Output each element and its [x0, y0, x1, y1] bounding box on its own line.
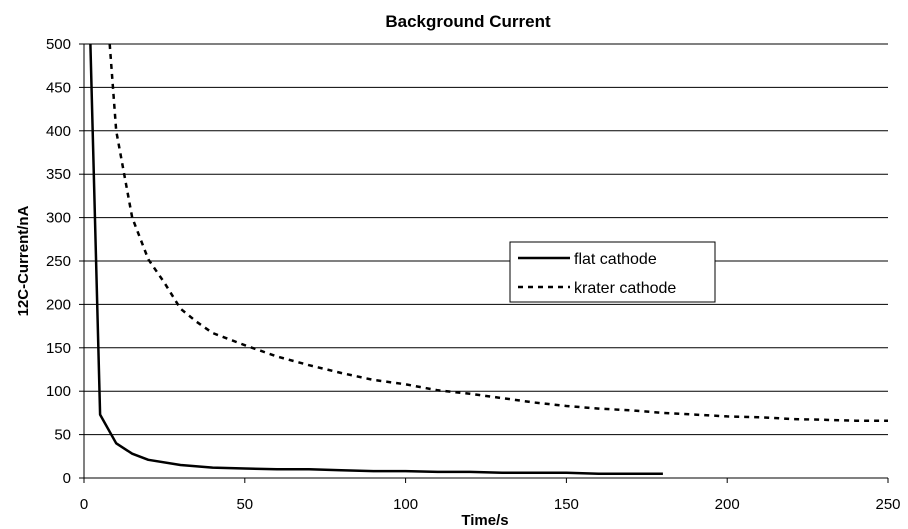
x-tick-label-250: 250: [875, 496, 900, 513]
x-tick-label-100: 100: [393, 496, 418, 513]
x-axis-label: Time/s: [461, 512, 508, 529]
series-line-flat-cathode: [89, 43, 663, 475]
y-tick-label-150: 150: [46, 340, 71, 357]
legend-label-flat-cathode: flat cathode: [574, 251, 657, 268]
y-tick-label-250: 250: [46, 253, 71, 270]
x-tick-label-0: 0: [80, 496, 88, 513]
y-tick-label-100: 100: [46, 383, 71, 400]
y-tick-label-350: 350: [46, 166, 71, 183]
axes: [79, 43, 889, 483]
chart-title: Background Current: [385, 12, 551, 31]
y-tick-label-300: 300: [46, 210, 71, 227]
x-tick-label-150: 150: [554, 496, 579, 513]
series-line-krater-cathode: [108, 43, 888, 422]
legend: flat cathode krater cathode: [509, 241, 716, 303]
grid-lines: [84, 43, 888, 436]
series-lines: [89, 43, 888, 475]
legend-box: [509, 241, 716, 303]
y-tick-labels: 0 50 100 150 200 250 300 350 400 450 500: [46, 36, 71, 487]
y-tick-label-500: 500: [46, 36, 71, 53]
y-tick-label-200: 200: [46, 296, 71, 313]
y-tick-label-400: 400: [46, 123, 71, 140]
y-tick-label-0: 0: [63, 470, 71, 487]
legend-label-krater-cathode: krater cathode: [574, 280, 676, 297]
x-tick-label-50: 50: [236, 496, 253, 513]
y-axis-label: 12C-Current/nA: [15, 205, 32, 316]
y-tick-label-50: 50: [54, 427, 71, 444]
x-tick-labels: 0 50 100 150 200 250: [80, 496, 901, 513]
x-tick-label-200: 200: [715, 496, 740, 513]
y-tick-label-450: 450: [46, 79, 71, 96]
